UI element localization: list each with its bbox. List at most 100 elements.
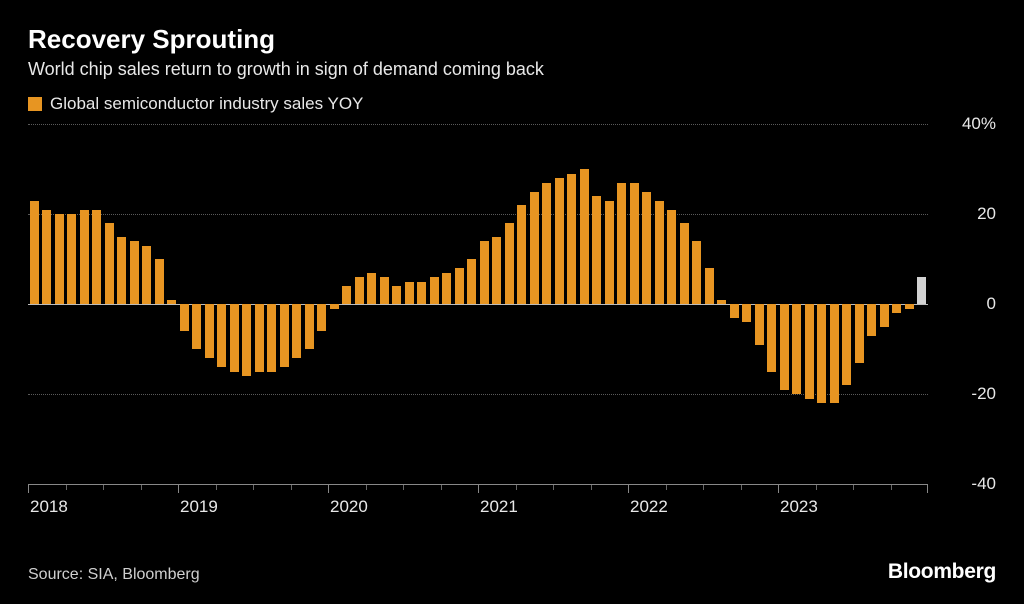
x-tick: [478, 485, 479, 493]
bar: [892, 304, 901, 313]
bar: [905, 304, 914, 309]
bar: [80, 210, 89, 305]
bar: [830, 304, 839, 403]
bar: [430, 277, 439, 304]
bar: [392, 286, 401, 304]
bar: [130, 241, 139, 304]
y-tick-label: -40: [942, 474, 996, 494]
bar: [155, 259, 164, 304]
bar: [855, 304, 864, 363]
bar: [367, 273, 376, 305]
bar: [167, 300, 176, 305]
y-tick-label: 40%: [942, 114, 996, 134]
x-tick-label: 2023: [780, 497, 818, 517]
x-tick-label: 2022: [630, 497, 668, 517]
bar: [592, 196, 601, 304]
plot-area: [28, 124, 928, 484]
bar: [505, 223, 514, 304]
bar: [442, 273, 451, 305]
bar: [605, 201, 614, 305]
x-tick-label: 2018: [30, 497, 68, 517]
x-tick-label: 2021: [480, 497, 518, 517]
bar: [280, 304, 289, 367]
bar: [517, 205, 526, 304]
bar: [917, 277, 926, 304]
x-tick-minor: [553, 485, 554, 490]
chart-subtitle: World chip sales return to growth in sig…: [28, 59, 996, 80]
x-tick-minor: [853, 485, 854, 490]
y-tick-label: 20: [942, 204, 996, 224]
bar: [680, 223, 689, 304]
bar: [92, 210, 101, 305]
x-tick-minor: [816, 485, 817, 490]
bar: [480, 241, 489, 304]
bar: [630, 183, 639, 305]
bar: [455, 268, 464, 304]
bar: [617, 183, 626, 305]
x-tick: [28, 485, 29, 493]
bar: [55, 214, 64, 304]
x-tick: [778, 485, 779, 493]
bar: [255, 304, 264, 372]
x-tick-minor: [666, 485, 667, 490]
bar: [780, 304, 789, 390]
bar: [117, 237, 126, 305]
x-tick-minor: [891, 485, 892, 490]
bar: [817, 304, 826, 403]
x-tick-minor: [516, 485, 517, 490]
y-tick-label: 0: [942, 294, 996, 314]
bar: [730, 304, 739, 318]
bar: [242, 304, 251, 376]
bar: [567, 174, 576, 305]
bar: [467, 259, 476, 304]
bar: [42, 210, 51, 305]
x-tick-minor: [366, 485, 367, 490]
bar: [305, 304, 314, 349]
bar: [767, 304, 776, 372]
legend-swatch: [28, 97, 42, 111]
x-tick: [178, 485, 179, 493]
bar: [742, 304, 751, 322]
x-tick-minor: [703, 485, 704, 490]
bar: [655, 201, 664, 305]
plot-wrap: 201820192020202120222023 40%200-20-40: [28, 124, 996, 504]
bar: [230, 304, 239, 372]
bar: [555, 178, 564, 304]
gridline: [28, 124, 928, 125]
brand-text: Bloomberg: [888, 560, 996, 584]
source-text: Source: SIA, Bloomberg: [28, 566, 200, 584]
bar: [105, 223, 114, 304]
bar: [30, 201, 39, 305]
x-tick-minor: [103, 485, 104, 490]
bar: [330, 304, 339, 309]
bar: [705, 268, 714, 304]
gridline: [28, 214, 928, 215]
chart-footer: Source: SIA, Bloomberg Bloomberg: [28, 560, 996, 584]
bar: [842, 304, 851, 385]
bar: [642, 192, 651, 305]
y-tick-label: -20: [942, 384, 996, 404]
x-tick-minor: [253, 485, 254, 490]
bar: [805, 304, 814, 399]
x-tick: [927, 485, 928, 493]
bar: [142, 246, 151, 305]
x-tick: [328, 485, 329, 493]
bar: [492, 237, 501, 305]
x-tick-minor: [66, 485, 67, 490]
bar: [867, 304, 876, 336]
x-tick-minor: [591, 485, 592, 490]
x-tick-minor: [741, 485, 742, 490]
bar: [380, 277, 389, 304]
x-tick-label: 2020: [330, 497, 368, 517]
chart-container: Recovery Sprouting World chip sales retu…: [0, 0, 1024, 604]
bar: [180, 304, 189, 331]
bar: [417, 282, 426, 305]
bar: [792, 304, 801, 394]
bar: [355, 277, 364, 304]
bar: [267, 304, 276, 372]
x-tick-minor: [403, 485, 404, 490]
bar: [317, 304, 326, 331]
bar: [542, 183, 551, 305]
gridline: [28, 394, 928, 395]
x-tick-minor: [291, 485, 292, 490]
